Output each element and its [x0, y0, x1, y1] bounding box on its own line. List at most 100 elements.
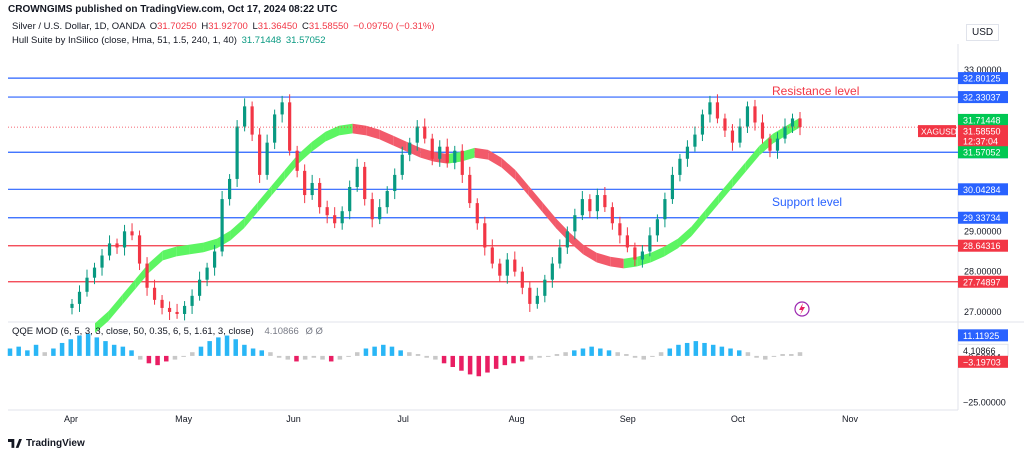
candle-body[interactable]	[775, 138, 780, 151]
candle-body[interactable]	[107, 243, 112, 256]
qqe-bar[interactable]	[658, 352, 664, 356]
candle-body[interactable]	[318, 182, 322, 208]
qqe-bar[interactable]	[259, 350, 265, 356]
candle-body[interactable]	[783, 126, 787, 139]
qqe-legend[interactable]: QQE MOD (6, 5, 3, 3, close, 50, 0.35, 6,…	[12, 326, 323, 337]
candle-body[interactable]	[325, 207, 329, 216]
candle-body[interactable]	[77, 291, 82, 304]
candle-body[interactable]	[137, 235, 142, 264]
candle-body[interactable]	[228, 178, 232, 200]
hull-legend[interactable]: Hull Suite by InSilico (close, Hma, 51, …	[12, 35, 325, 46]
candle-body[interactable]	[258, 134, 262, 175]
candle-body[interactable]	[513, 259, 517, 272]
qqe-bar[interactable]	[476, 355, 482, 377]
qqe-bar[interactable]	[250, 348, 256, 356]
qqe-bar[interactable]	[337, 355, 343, 360]
candle-body[interactable]	[273, 114, 277, 143]
qqe-bar[interactable]	[242, 344, 247, 356]
candle-body[interactable]	[610, 207, 614, 224]
qqe-bar[interactable]	[693, 341, 699, 356]
candle-body[interactable]	[415, 126, 419, 143]
candle-body[interactable]	[340, 211, 344, 224]
candle-body[interactable]	[708, 102, 712, 115]
qqe-bar[interactable]	[624, 354, 629, 356]
qqe-bar[interactable]	[120, 346, 126, 356]
candle-body[interactable]	[85, 277, 89, 292]
qqe-bar[interactable]	[710, 344, 716, 356]
candle-body[interactable]	[640, 251, 644, 260]
qqe-bar[interactable]	[789, 354, 794, 356]
qqe-bar[interactable]	[797, 352, 803, 356]
qqe-bar[interactable]	[641, 355, 646, 360]
candle-body[interactable]	[190, 295, 194, 306]
qqe-bar[interactable]	[85, 333, 91, 356]
qqe-bar[interactable]	[563, 352, 568, 356]
qqe-bar[interactable]	[467, 355, 473, 375]
candle-body[interactable]	[685, 146, 690, 159]
qqe-bar[interactable]	[355, 352, 360, 356]
qqe-bar[interactable]	[763, 355, 768, 360]
qqe-bar[interactable]	[598, 348, 603, 356]
candle-body[interactable]	[723, 118, 727, 131]
candle-body[interactable]	[550, 263, 554, 280]
candle-body[interactable]	[160, 299, 164, 308]
qqe-bar[interactable]	[328, 355, 334, 362]
candle-body[interactable]	[175, 311, 179, 314]
qqe-bar[interactable]	[702, 342, 707, 356]
candle-body[interactable]	[580, 199, 584, 216]
qqe-bar[interactable]	[493, 355, 499, 369]
candle-body[interactable]	[220, 199, 224, 252]
qqe-bar[interactable]	[42, 352, 47, 356]
qqe-bar[interactable]	[528, 355, 534, 360]
qqe-bar[interactable]	[398, 350, 403, 356]
candle-body[interactable]	[603, 195, 607, 208]
currency-button[interactable]: USD	[966, 24, 1000, 41]
candle-body[interactable]	[490, 247, 494, 264]
qqe-bar[interactable]	[589, 346, 594, 356]
candle-body[interactable]	[348, 186, 352, 212]
qqe-bar[interactable]	[155, 355, 160, 366]
qqe-bar[interactable]	[650, 355, 655, 357]
candle-body[interactable]	[370, 199, 374, 220]
qqe-bar[interactable]	[346, 355, 351, 357]
candle-body[interactable]	[303, 170, 307, 196]
qqe-bar[interactable]	[164, 355, 169, 362]
candle-body[interactable]	[715, 102, 720, 119]
candle-body[interactable]	[573, 215, 577, 232]
candle-body[interactable]	[408, 142, 412, 155]
candle-body[interactable]	[468, 174, 472, 204]
qqe-bar[interactable]	[59, 342, 65, 356]
candle-body[interactable]	[378, 207, 382, 220]
candle-body[interactable]	[520, 271, 524, 288]
candle-body[interactable]	[182, 305, 187, 314]
candle-body[interactable]	[205, 267, 209, 280]
candle-body[interactable]	[100, 255, 104, 268]
qqe-bar[interactable]	[216, 337, 221, 356]
qqe-bar[interactable]	[389, 346, 395, 356]
qqe-bar[interactable]	[415, 354, 421, 356]
candle-body[interactable]	[333, 215, 337, 224]
candle-body[interactable]	[167, 307, 172, 312]
candle-body[interactable]	[92, 267, 97, 278]
candle-body[interactable]	[145, 263, 149, 288]
candle-body[interactable]	[393, 174, 397, 192]
qqe-bar[interactable]	[485, 355, 490, 373]
qqe-bar[interactable]	[190, 352, 195, 356]
qqe-bar[interactable]	[320, 355, 325, 360]
qqe-bar[interactable]	[554, 354, 560, 356]
candle-body[interactable]	[730, 130, 735, 143]
qqe-bar[interactable]	[728, 348, 733, 356]
candle-body[interactable]	[130, 231, 134, 236]
qqe-bar[interactable]	[276, 355, 282, 358]
qqe-bar[interactable]	[146, 355, 152, 364]
candle-body[interactable]	[363, 166, 367, 200]
qqe-bar[interactable]	[572, 350, 577, 356]
candle-body[interactable]	[625, 235, 629, 248]
candle-body[interactable]	[460, 150, 464, 175]
candle-body[interactable]	[760, 122, 765, 139]
candle-body[interactable]	[310, 182, 314, 196]
qqe-bar[interactable]	[615, 352, 620, 356]
qqe-bar[interactable]	[537, 355, 542, 358]
candle-body[interactable]	[243, 106, 247, 127]
